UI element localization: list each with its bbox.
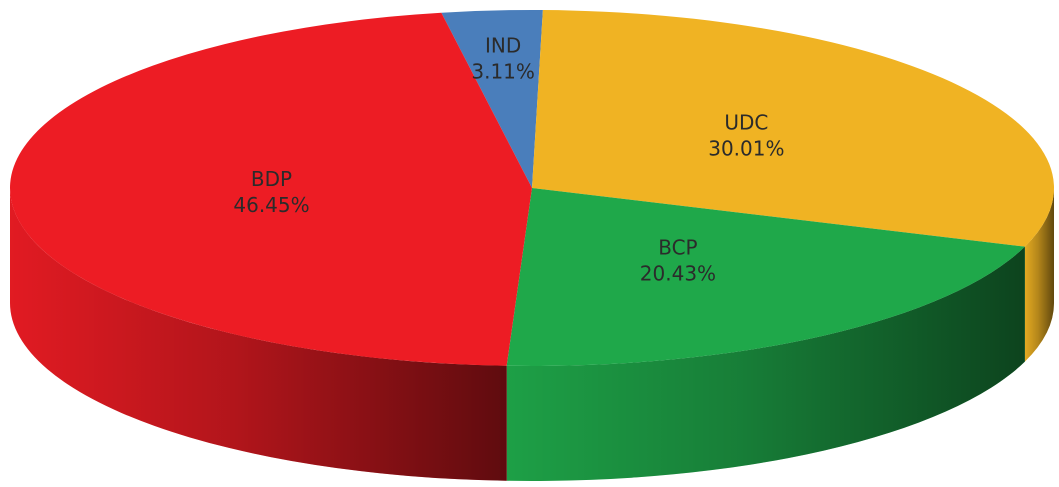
slice-value-label: 3.11% [471, 60, 535, 84]
slice [441, 9, 543, 188]
sides [10, 188, 1054, 481]
tops [9, 9, 1054, 367]
slice [9, 12, 532, 366]
slice-label: IND [485, 34, 521, 58]
slice-value-label: 20.43% [640, 261, 716, 285]
slice-value-label: 30.01% [708, 137, 784, 161]
slice-value-label: 46.45% [233, 193, 309, 217]
slice [506, 188, 1025, 367]
slice-label: BCP [658, 235, 697, 259]
slice-side-shade [1024, 188, 1054, 362]
slice-side-shade [506, 246, 1025, 481]
slice-side-shade [10, 188, 507, 481]
slice [532, 10, 1054, 247]
slice-label: UDC [724, 111, 768, 135]
slice-label: BDP [251, 167, 292, 191]
